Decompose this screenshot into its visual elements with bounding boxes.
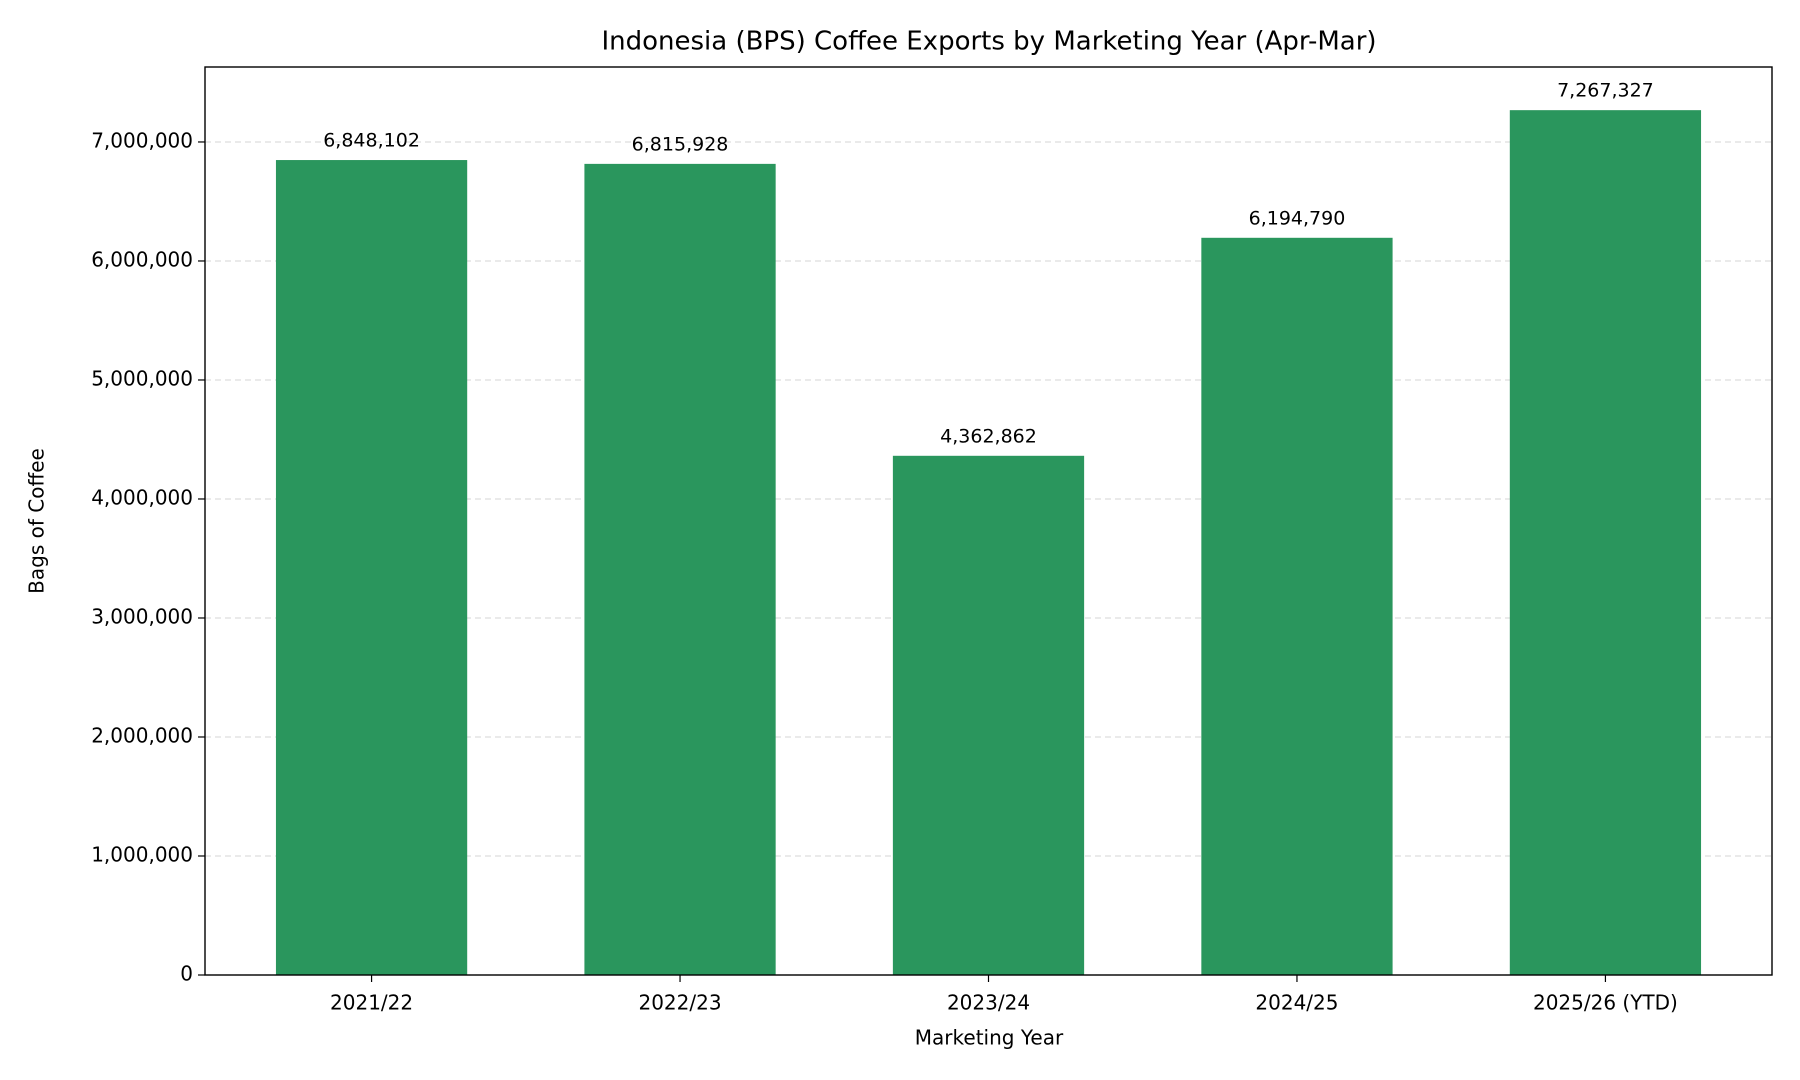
x-axis-label: Marketing Year bbox=[915, 1026, 1064, 1050]
y-tick-label: 2,000,000 bbox=[91, 723, 193, 747]
plot-frame bbox=[204, 66, 1773, 976]
x-tick-label: 2025/26 (YTD) bbox=[1533, 991, 1678, 1015]
chart-title: Indonesia (BPS) Coffee Exports by Market… bbox=[601, 27, 1376, 57]
y-tick-label: 7,000,000 bbox=[91, 128, 193, 152]
y-axis-label: Bags of Coffee bbox=[25, 448, 49, 594]
value-label: 6,848,102 bbox=[323, 130, 420, 152]
x-tick-label: 2024/25 bbox=[1255, 991, 1338, 1015]
value-label: 7,267,327 bbox=[1557, 80, 1654, 102]
value-label: 6,194,790 bbox=[1249, 207, 1346, 229]
value-label: 6,815,928 bbox=[632, 133, 729, 155]
y-tick-label: 3,000,000 bbox=[91, 604, 193, 628]
bar bbox=[1509, 110, 1702, 975]
x-tick-label: 2021/22 bbox=[330, 991, 413, 1015]
value-label: 4,362,862 bbox=[940, 425, 1037, 447]
bar bbox=[584, 163, 776, 976]
y-tick-label: 1,000,000 bbox=[91, 842, 193, 866]
y-tick-label: 5,000,000 bbox=[91, 366, 193, 390]
y-tick-label: 0 bbox=[180, 962, 193, 986]
bar bbox=[892, 455, 1085, 976]
y-tick-label: 6,000,000 bbox=[91, 247, 193, 271]
x-tick-label: 2023/24 bbox=[947, 991, 1030, 1015]
x-tick-label: 2022/23 bbox=[638, 991, 721, 1015]
bar bbox=[1201, 237, 1393, 975]
bar bbox=[275, 160, 468, 975]
y-tick-label: 4,000,000 bbox=[91, 485, 193, 509]
